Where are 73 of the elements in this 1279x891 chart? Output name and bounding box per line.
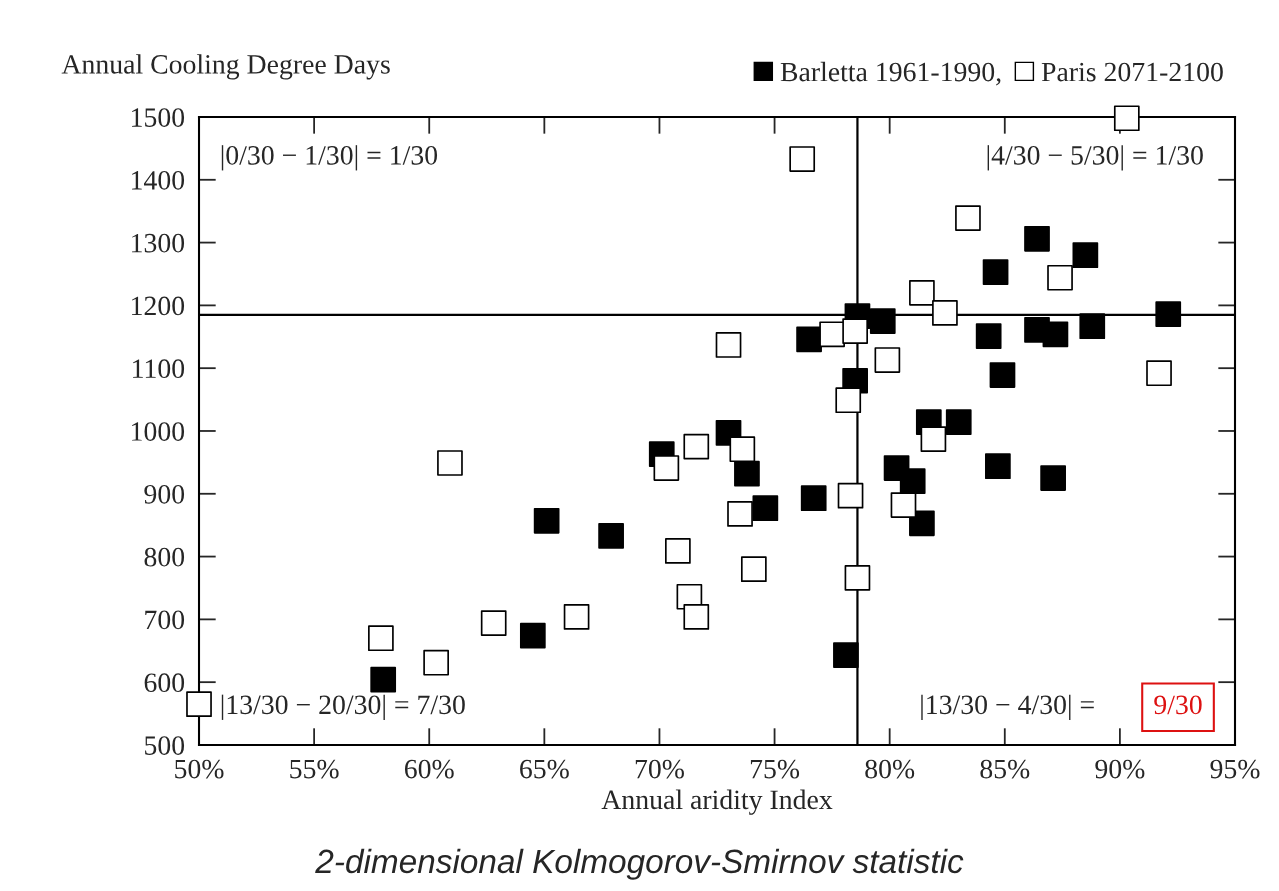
- point: [890, 492, 917, 518]
- y-axis-title: Annual Cooling Degree Days: [61, 54, 390, 80]
- point: [800, 485, 827, 512]
- point: [715, 332, 742, 358]
- point: [683, 433, 710, 460]
- point: [729, 436, 756, 463]
- y-tick-label: 1000: [132, 422, 185, 441]
- point: [683, 603, 710, 630]
- x-tick-label: 70%: [635, 759, 684, 779]
- point: [989, 362, 1016, 388]
- x-tick-label: 75%: [750, 759, 800, 779]
- point: [186, 691, 212, 718]
- point: [985, 453, 1011, 480]
- point: [563, 603, 590, 630]
- point: [899, 468, 926, 495]
- point: [869, 308, 896, 334]
- point: [920, 426, 947, 453]
- point: [533, 507, 560, 534]
- point: [1072, 242, 1099, 269]
- legend-label: Paris 2071-2100: [1041, 62, 1223, 82]
- point: [842, 318, 869, 344]
- annotation: 9/30: [1154, 695, 1202, 715]
- point: [1040, 465, 1066, 491]
- y-tick-label: 1300: [132, 233, 185, 253]
- x-tick-label: 85%: [980, 759, 1030, 779]
- y-tick-label: 900: [144, 484, 185, 504]
- point: [1079, 313, 1106, 339]
- point: [975, 323, 1002, 350]
- point: [653, 455, 680, 481]
- y-tick-label: 1200: [132, 296, 185, 316]
- y-tick-label: 700: [145, 610, 185, 630]
- y-tick-label: 1400: [132, 170, 185, 190]
- x-tick-label: 50%: [175, 759, 224, 779]
- annotation: |13/30 − 4/30| =: [921, 694, 1094, 720]
- point: [837, 482, 864, 509]
- x-tick-label: 90%: [1095, 759, 1145, 779]
- point: [480, 610, 507, 637]
- point: [752, 495, 779, 522]
- point: [909, 510, 935, 537]
- annotation: |0/30 − 1/30| = 1/30: [221, 145, 438, 171]
- annotation: |13/30 − 20/30| = 7/30: [221, 694, 465, 720]
- annotation: |4/30 − 5/30| = 1/30: [987, 145, 1203, 171]
- point: [1155, 301, 1182, 328]
- point: [1024, 225, 1050, 252]
- point: [598, 522, 624, 549]
- y-tick-label: 1100: [133, 359, 185, 379]
- text: 2-dimensional Kolmogorov-Smirnov statistic: [315, 848, 964, 880]
- x-tick-label: 95%: [1210, 759, 1260, 779]
- point: [789, 146, 816, 172]
- x-tick-label: 55%: [290, 759, 339, 779]
- point: [835, 387, 862, 414]
- x-tick-label: 60%: [404, 759, 454, 779]
- legend-label: Barletta 1961-1990,: [780, 61, 1001, 86]
- y-tick-label: 600: [144, 673, 185, 693]
- point: [370, 666, 397, 693]
- point: [945, 409, 972, 436]
- point: [874, 347, 901, 373]
- point: [423, 649, 450, 676]
- x-tick-label: 65%: [520, 759, 569, 779]
- x-tick-label: 80%: [865, 759, 915, 779]
- y-tick-label: 1500: [132, 108, 185, 127]
- point: [734, 460, 760, 487]
- point: [833, 642, 859, 669]
- point: [844, 565, 871, 591]
- point: [1113, 105, 1140, 132]
- point: [1042, 321, 1069, 348]
- point: [519, 622, 546, 649]
- y-tick-label: 800: [144, 547, 185, 567]
- point: [982, 259, 1009, 285]
- y-tick-label: 500: [145, 736, 185, 755]
- x-axis-title: Annual aridity Index: [601, 789, 833, 815]
- point: [932, 300, 958, 326]
- point: [796, 326, 822, 353]
